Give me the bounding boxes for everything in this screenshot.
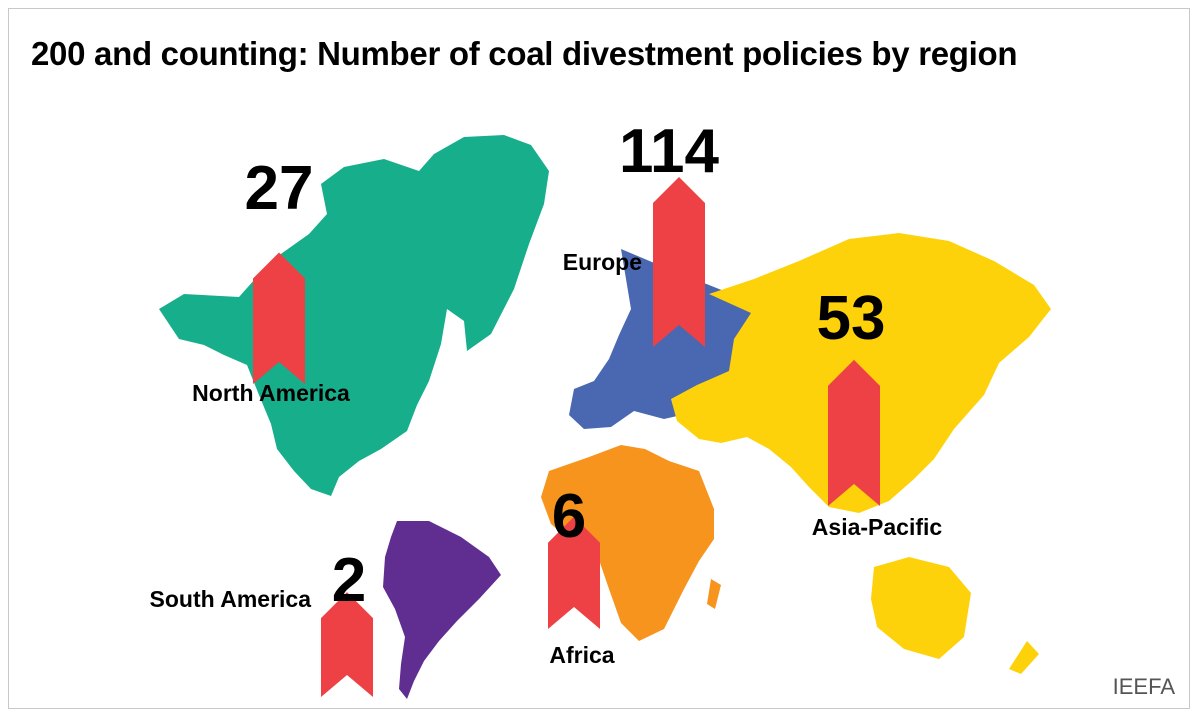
world-map: 27 North America 114 Europe 53 Asia-Pacific 6 A… [150,117,1051,699]
africa-value-label: 6 [552,482,586,551]
south-america-arrow [321,592,373,697]
africa-arrow [548,516,600,629]
south-america-shape [383,521,501,699]
chart-frame: 200 and counting: Number of coal divestm… [8,8,1190,709]
asia-pacific-arrow [828,359,880,506]
south-america-category-label: South America [150,586,312,612]
north-america-value-label: 27 [245,154,314,223]
asia-pacific-value-label: 53 [817,284,886,353]
north-america-shape [159,135,549,496]
north-america-category-label: North America [192,380,350,406]
north-america-arrow [253,252,305,384]
europe-arrow [653,177,705,347]
europe-value-label: 114 [619,117,720,186]
europe-category-label: Europe [563,249,642,275]
africa-category-label: Africa [549,642,614,668]
chart-title: 200 and counting: Number of coal divestm… [31,35,1018,72]
south-america-value-label: 2 [332,546,366,615]
asia-pacific-category-label: Asia-Pacific [812,514,943,540]
africa-shape [541,445,721,641]
source-label: IEEFA [1112,674,1175,699]
